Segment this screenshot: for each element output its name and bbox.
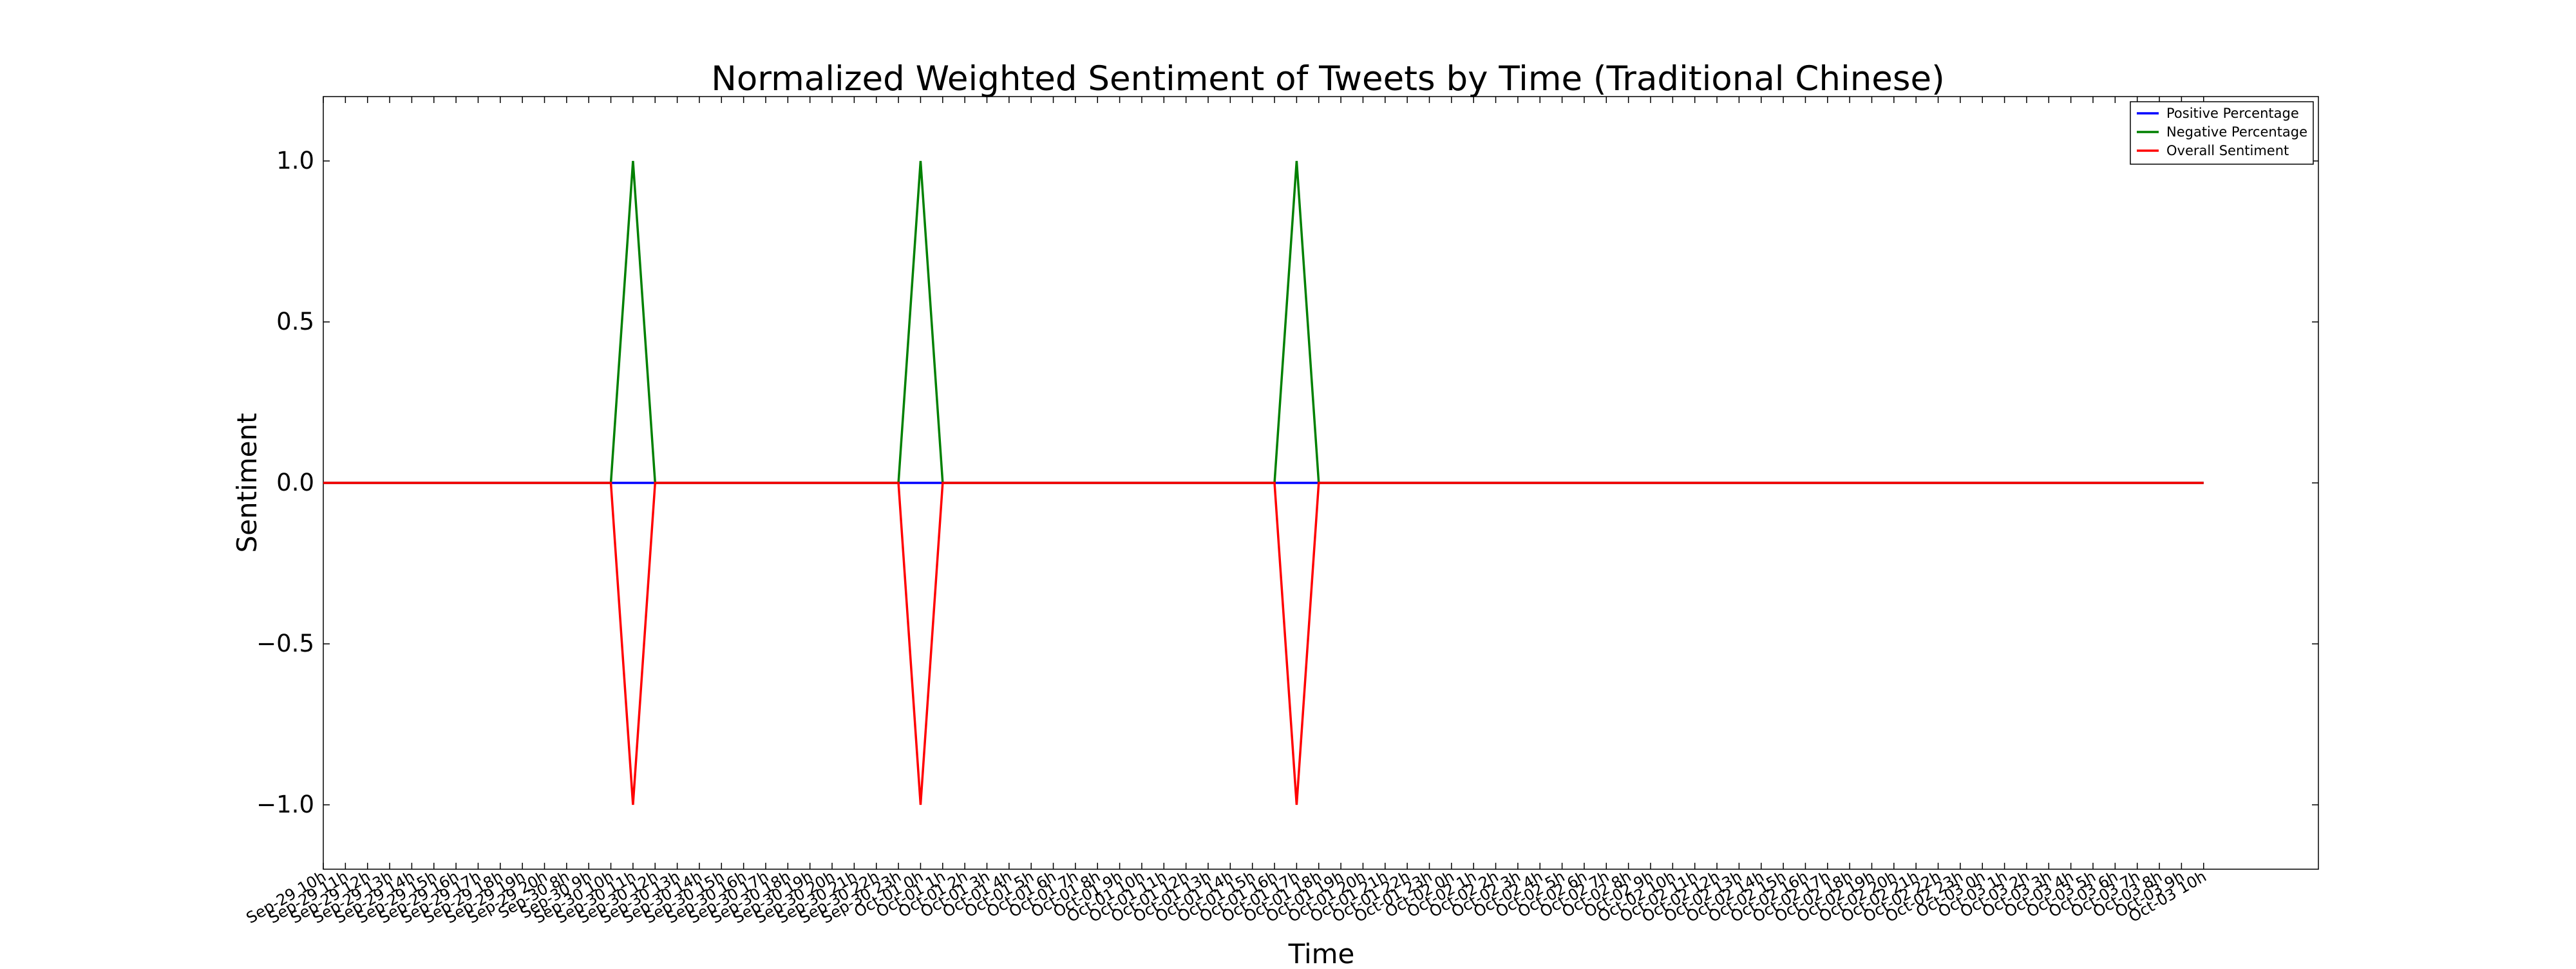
legend-label: Overall Sentiment [2166, 143, 2289, 158]
y-axis-label: Sentiment [231, 413, 263, 552]
series-line-negative-percentage [323, 160, 2204, 484]
y-tick-label: −1.0 [256, 791, 314, 818]
y-tick-label: 0.0 [276, 469, 314, 496]
legend: Positive Percentage Negative Percentage Ov… [2130, 101, 2314, 165]
legend-box [2130, 101, 2314, 165]
legend-label: Negative Percentage [2166, 124, 2307, 140]
y-tick-label: 1.0 [276, 147, 314, 174]
series-line-overall-sentiment [323, 482, 2204, 805]
x-axis-label: Time [1288, 938, 1355, 966]
legend-label: Positive Percentage [2166, 106, 2299, 121]
y-tick-label: 0.5 [276, 308, 314, 335]
chart-title: Normalized Weighted Sentiment of Tweets … [711, 59, 1945, 99]
y-tick-label: −0.5 [256, 630, 314, 657]
